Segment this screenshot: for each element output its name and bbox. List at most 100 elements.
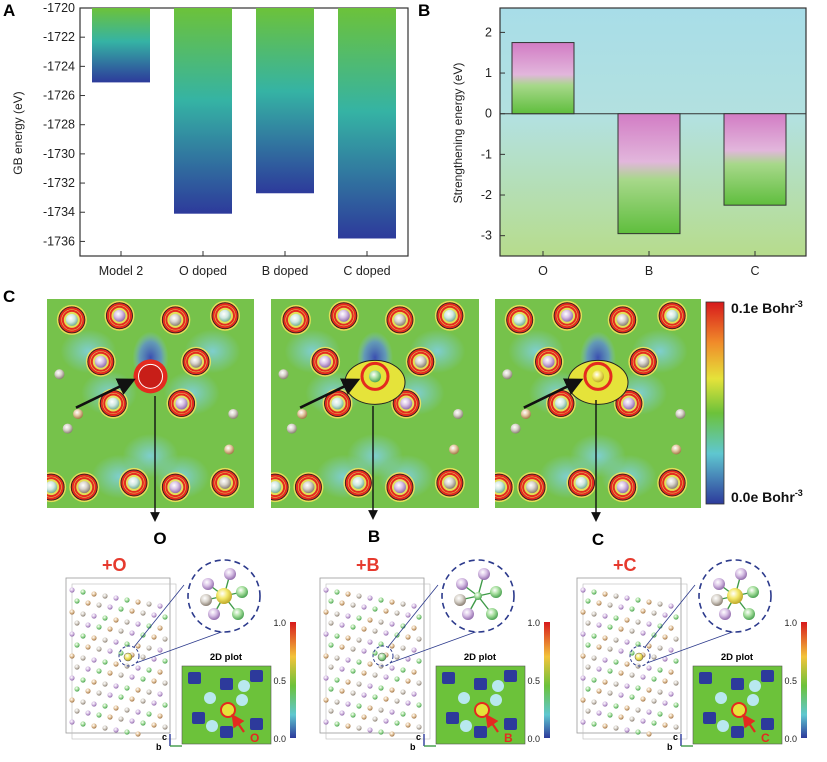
2d-plot-arrow	[485, 713, 499, 733]
chart-a-bar	[92, 8, 150, 83]
lattice-atom	[334, 699, 340, 705]
lattice-atom	[585, 686, 591, 692]
chart-b-ytick-label: 0	[485, 107, 492, 121]
lattice-atom	[389, 599, 395, 605]
lattice-atom	[69, 631, 75, 637]
lattice-atom	[602, 613, 608, 619]
lattice-atom	[596, 688, 602, 694]
lattice-atom	[356, 725, 362, 731]
lattice-atom	[69, 697, 75, 703]
lattice-atom	[618, 604, 624, 610]
lattice-atom	[646, 599, 652, 605]
neighbor-atom	[478, 568, 490, 580]
lattice-atom	[162, 702, 168, 708]
neighbor-atom	[224, 568, 236, 580]
lattice-atom	[102, 615, 108, 621]
lattice-atom	[323, 653, 329, 659]
lattice-atom	[85, 688, 91, 694]
density-small-atom	[62, 423, 73, 434]
supercell-box-back	[71, 583, 177, 740]
lattice-atom	[328, 686, 334, 692]
2d-plot-marker-label: B	[504, 731, 513, 745]
lattice-atom	[345, 657, 351, 663]
lattice-atom	[96, 602, 102, 608]
lattice-atom	[102, 659, 108, 665]
lattice-atom	[668, 603, 674, 609]
zoom-connector	[646, 625, 750, 664]
lattice-atom	[107, 670, 113, 676]
dopant-pointer-arrow	[523, 378, 584, 409]
dopant-pointer-arrow	[299, 378, 361, 409]
lattice-atom	[85, 644, 91, 650]
density-atom	[322, 388, 353, 419]
lattice-atom	[635, 641, 641, 647]
inset-colorbar-tick: 1.0	[273, 618, 286, 628]
chart-a-ytick-label: -1736	[43, 234, 75, 248]
chart-b-xtick-label: B	[645, 264, 653, 278]
chart-a-ytick-label: -1732	[43, 176, 75, 190]
2d-plot-low-region	[250, 718, 263, 730]
chart-b-ytick-label: 2	[485, 25, 492, 39]
neighbor-atom	[456, 578, 468, 590]
lattice-atom	[118, 694, 124, 700]
lattice-atom	[624, 705, 630, 711]
lattice-atom	[416, 658, 422, 664]
inset-colorbar-tick: 0.5	[784, 676, 797, 686]
lattice-atom	[618, 648, 624, 654]
density-atom	[328, 300, 359, 331]
lattice-atom	[640, 696, 646, 702]
lattice-atom	[416, 724, 422, 730]
chart-a-ytick-label: -1728	[43, 118, 75, 132]
chart-a-bar	[256, 8, 314, 194]
lattice-atom	[378, 729, 384, 735]
lattice-atom	[113, 639, 119, 645]
lattice-atom	[151, 722, 157, 728]
inset-colorbar	[801, 622, 807, 738]
density-atom	[628, 346, 659, 377]
lattice-atom	[607, 668, 613, 674]
lattice-atom	[367, 595, 373, 601]
lattice-atom	[591, 677, 597, 683]
lattice-atom	[162, 724, 168, 730]
lattice-atom	[135, 731, 141, 737]
lattice-atom	[151, 634, 157, 640]
lattice-atom	[585, 708, 591, 714]
lattice-atom	[367, 661, 373, 667]
lattice-atom	[400, 711, 406, 717]
density-atom	[181, 346, 212, 377]
lattice-atom	[602, 591, 608, 597]
lattice-atom	[673, 680, 679, 686]
2d-plot-low-region	[446, 712, 459, 724]
chart-a-ytick-label: -1730	[43, 147, 75, 161]
density-small-atom	[297, 408, 308, 419]
lattice-atom	[157, 669, 163, 675]
neighbor-atom	[200, 594, 212, 606]
density-atom	[280, 304, 311, 335]
lattice-atom	[323, 697, 329, 703]
lattice-atom	[69, 653, 75, 659]
lattice-atom	[394, 676, 400, 682]
density-atom	[545, 388, 576, 419]
2d-plot-low-region	[220, 726, 233, 738]
axis-c-label: c	[416, 732, 421, 742]
2d-plot-low-region	[699, 672, 712, 684]
lattice-atom	[124, 597, 130, 603]
chart-a-xtick-label: Model 2	[99, 264, 144, 278]
lattice-atom	[596, 600, 602, 606]
lattice-atom	[668, 625, 674, 631]
lattice-atom	[411, 625, 417, 631]
inset-dopant-label: +C	[613, 555, 637, 575]
colorbar-min-label: 0.0e Bohr-3	[731, 488, 803, 505]
chart-a-ytick-label: -1724	[43, 59, 75, 73]
supercell-box-back	[325, 583, 431, 740]
lattice-atom	[673, 702, 679, 708]
2d-plot-title: 2D plot	[464, 652, 497, 663]
lattice-atom	[673, 724, 679, 730]
lattice-atom	[135, 709, 141, 715]
density-map-b	[271, 299, 479, 508]
density-atom	[552, 300, 583, 331]
neighbor-atom	[490, 586, 502, 598]
lattice-atom	[96, 646, 102, 652]
lattice-atom	[651, 698, 657, 704]
